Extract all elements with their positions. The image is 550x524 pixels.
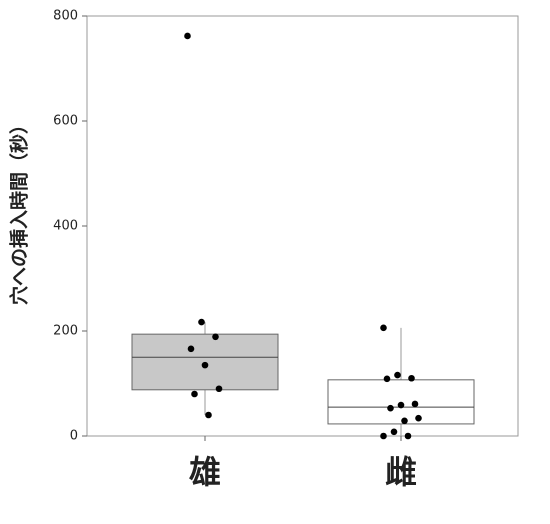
x-tick-label: 雄	[189, 453, 221, 491]
data-point	[380, 432, 387, 440]
x-tick-label: 雌	[385, 453, 417, 491]
data-point	[415, 414, 422, 422]
data-point	[205, 411, 212, 419]
y-tick-label: 400	[53, 219, 78, 234]
data-point	[191, 390, 198, 398]
data-point	[380, 324, 387, 332]
data-point	[394, 371, 401, 379]
data-point	[401, 417, 408, 425]
data-point	[215, 385, 223, 393]
data-point	[387, 404, 394, 412]
data-point	[383, 375, 391, 383]
data-point	[187, 345, 195, 353]
y-tick-label: 200	[53, 324, 78, 339]
data-point	[404, 432, 412, 440]
y-tick-label: 600	[53, 114, 78, 129]
data-point	[198, 318, 205, 326]
y-tick-label: 800	[53, 9, 78, 24]
data-point	[408, 374, 415, 382]
data-point	[201, 361, 209, 369]
data-point	[390, 428, 398, 436]
data-point	[184, 32, 191, 40]
data-point	[411, 400, 419, 408]
data-point	[212, 333, 219, 341]
y-tick-label: 0	[70, 429, 78, 444]
y-axis-label: 穴への挿入時間（秒）	[8, 115, 31, 305]
data-point	[397, 401, 405, 409]
